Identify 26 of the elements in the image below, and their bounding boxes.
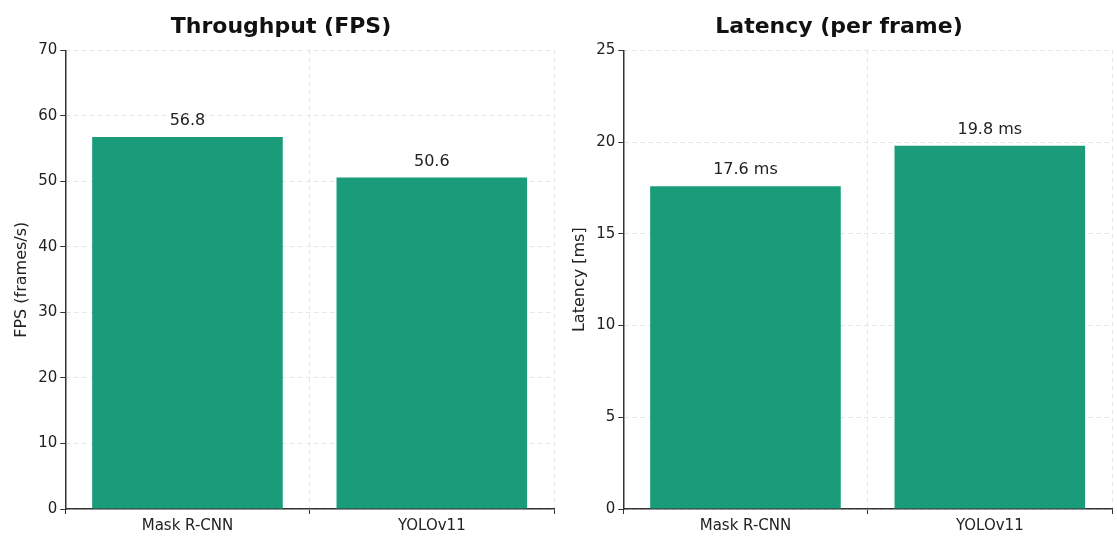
y-tick-label: 40 — [38, 236, 58, 255]
chart-title: Latency (per frame) — [715, 12, 963, 38]
data-label: 17.6 ms — [713, 159, 778, 179]
x-tick-label: Mask R-CNN — [141, 515, 234, 534]
y-tick-label: 30 — [38, 302, 58, 321]
data-label: 19.8 ms — [957, 118, 1023, 138]
y-tick-label: 10 — [38, 433, 58, 452]
y-tick-label: 0 — [47, 498, 58, 517]
chart-title: Throughput (FPS) — [170, 12, 392, 38]
x-tick-label: YOLOv11 — [954, 515, 1024, 534]
data-label: 50.6 — [414, 150, 450, 170]
y-tick-label: 5 — [605, 407, 616, 426]
y-tick-label: 50 — [38, 171, 58, 190]
y-axis-title: Latency [ms] — [568, 227, 588, 333]
y-tick-label: 15 — [596, 223, 616, 242]
y-tick-label: 60 — [38, 105, 58, 124]
x-tick-label: YOLOv11 — [396, 515, 466, 534]
data-label: 56.8 — [169, 110, 206, 130]
y-tick-label: 20 — [596, 132, 616, 151]
y-tick-label: 0 — [605, 498, 616, 517]
y-tick-label: 10 — [596, 315, 616, 334]
y-tick-label: 25 — [596, 40, 616, 59]
y-tick-label: 20 — [38, 367, 58, 386]
x-tick-label: Mask R-CNN — [699, 515, 792, 534]
y-axis-title: FPS (frames/s) — [10, 221, 30, 338]
y-tick-label: 70 — [38, 40, 58, 59]
